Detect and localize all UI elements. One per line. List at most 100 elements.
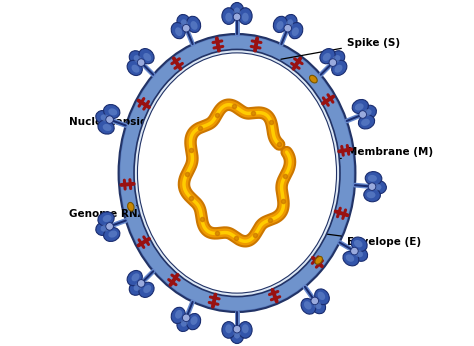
Text: Nucleocapsid (N): Nucleocapsid (N)	[69, 117, 169, 131]
Ellipse shape	[332, 60, 347, 75]
Ellipse shape	[242, 13, 249, 22]
Ellipse shape	[315, 289, 329, 304]
Ellipse shape	[141, 56, 333, 290]
Ellipse shape	[359, 111, 366, 118]
Ellipse shape	[129, 280, 145, 295]
Ellipse shape	[368, 183, 376, 190]
Ellipse shape	[177, 15, 191, 31]
Ellipse shape	[181, 318, 188, 327]
Ellipse shape	[100, 225, 109, 231]
Ellipse shape	[311, 297, 319, 305]
Ellipse shape	[310, 75, 317, 83]
Ellipse shape	[373, 184, 382, 190]
Text: Spike (S): Spike (S)	[281, 38, 400, 59]
Ellipse shape	[365, 172, 382, 185]
Ellipse shape	[137, 280, 145, 287]
Ellipse shape	[134, 55, 142, 63]
Ellipse shape	[329, 51, 345, 66]
Ellipse shape	[96, 221, 112, 236]
Ellipse shape	[363, 109, 372, 116]
Ellipse shape	[352, 100, 368, 113]
Ellipse shape	[100, 115, 109, 121]
Ellipse shape	[329, 59, 337, 66]
Ellipse shape	[106, 222, 113, 230]
Ellipse shape	[137, 59, 145, 66]
Ellipse shape	[355, 103, 364, 110]
Ellipse shape	[139, 282, 154, 298]
Ellipse shape	[286, 19, 293, 28]
Ellipse shape	[181, 19, 188, 28]
Ellipse shape	[301, 299, 316, 314]
Ellipse shape	[175, 27, 182, 36]
Ellipse shape	[143, 53, 151, 61]
Ellipse shape	[289, 22, 303, 39]
Ellipse shape	[171, 307, 185, 324]
Ellipse shape	[283, 15, 297, 31]
Ellipse shape	[98, 120, 114, 134]
Ellipse shape	[118, 34, 356, 312]
Ellipse shape	[292, 27, 299, 36]
Ellipse shape	[304, 301, 311, 310]
Ellipse shape	[366, 191, 375, 198]
Ellipse shape	[355, 250, 363, 257]
Ellipse shape	[238, 322, 252, 338]
Ellipse shape	[351, 237, 367, 252]
Ellipse shape	[182, 25, 190, 32]
Ellipse shape	[234, 329, 240, 339]
Ellipse shape	[127, 60, 142, 75]
Ellipse shape	[182, 314, 190, 321]
Ellipse shape	[335, 65, 343, 73]
Ellipse shape	[98, 212, 114, 226]
Ellipse shape	[242, 324, 249, 333]
Ellipse shape	[109, 230, 117, 238]
Ellipse shape	[276, 21, 283, 30]
Ellipse shape	[311, 298, 326, 314]
Ellipse shape	[360, 105, 376, 119]
Ellipse shape	[368, 175, 377, 182]
Ellipse shape	[129, 51, 145, 66]
Ellipse shape	[131, 65, 139, 73]
Ellipse shape	[177, 315, 191, 331]
Ellipse shape	[171, 22, 185, 39]
Ellipse shape	[346, 254, 354, 262]
Ellipse shape	[233, 325, 241, 333]
Ellipse shape	[225, 13, 232, 22]
Ellipse shape	[370, 180, 386, 194]
Ellipse shape	[137, 53, 337, 293]
Ellipse shape	[318, 292, 325, 300]
Ellipse shape	[234, 7, 240, 17]
Ellipse shape	[143, 285, 151, 293]
Ellipse shape	[343, 252, 359, 266]
Ellipse shape	[320, 48, 335, 64]
Ellipse shape	[273, 16, 287, 33]
Ellipse shape	[233, 13, 241, 21]
Ellipse shape	[222, 322, 236, 338]
Ellipse shape	[134, 49, 340, 297]
Ellipse shape	[104, 104, 120, 119]
Ellipse shape	[103, 215, 111, 222]
Ellipse shape	[104, 227, 120, 242]
Ellipse shape	[230, 327, 244, 344]
Ellipse shape	[127, 271, 142, 286]
Ellipse shape	[175, 310, 182, 319]
Ellipse shape	[103, 124, 111, 131]
Text: Envelope (E): Envelope (E)	[309, 232, 421, 247]
Ellipse shape	[187, 313, 201, 330]
Ellipse shape	[96, 110, 112, 125]
Ellipse shape	[238, 8, 252, 24]
Ellipse shape	[332, 55, 340, 63]
Ellipse shape	[106, 116, 113, 124]
Ellipse shape	[187, 16, 201, 33]
Ellipse shape	[364, 188, 380, 202]
Ellipse shape	[128, 202, 134, 211]
Ellipse shape	[354, 240, 363, 247]
Ellipse shape	[284, 25, 292, 32]
Ellipse shape	[230, 2, 244, 19]
Ellipse shape	[323, 53, 331, 61]
Ellipse shape	[191, 21, 198, 30]
Ellipse shape	[225, 324, 232, 333]
Ellipse shape	[120, 36, 354, 310]
Ellipse shape	[222, 8, 236, 24]
Ellipse shape	[351, 247, 358, 255]
Ellipse shape	[314, 301, 321, 309]
